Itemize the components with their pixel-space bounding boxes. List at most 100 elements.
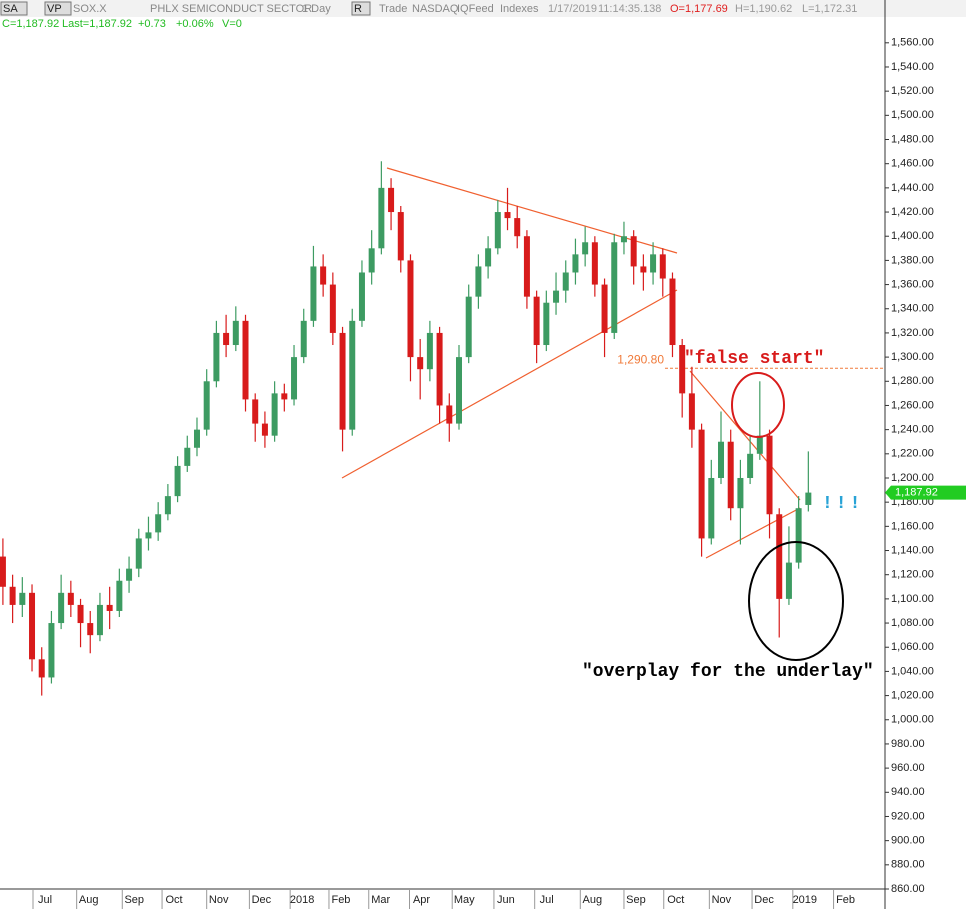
y-tick-label: 1,240.00: [891, 424, 934, 436]
candle-body: [455, 357, 462, 424]
candle-body: [756, 435, 763, 454]
candle-body: [96, 604, 103, 636]
candle-body: [688, 393, 695, 430]
y-tick-label: 940.00: [891, 786, 925, 798]
candle-body: [679, 345, 686, 394]
candle-body: [164, 496, 171, 515]
candle-body: [38, 659, 45, 678]
candle-body: [9, 586, 16, 605]
toolbar-text: NASDAQ: [412, 3, 459, 15]
toolbar-bg: [0, 0, 966, 17]
quote-text: Last=1,187.92: [62, 18, 132, 30]
candle-body: [523, 236, 530, 297]
y-tick-label: 1,480.00: [891, 133, 934, 145]
candle-body: [174, 465, 181, 497]
y-tick-label: 1,560.00: [891, 37, 934, 49]
candle-body: [620, 236, 627, 243]
toolbar-text: Trade: [379, 3, 407, 15]
candle-body: [87, 623, 94, 636]
candle-body: [543, 302, 550, 346]
candle-body: [766, 435, 773, 515]
x-tick-label: Dec: [252, 894, 272, 906]
candle-body: [727, 441, 734, 509]
y-tick-label: 1,160.00: [891, 520, 934, 532]
candle-body: [281, 393, 288, 400]
candle-body: [193, 429, 200, 448]
y-tick-label: 960.00: [891, 762, 925, 774]
candle-body: [737, 477, 744, 509]
candle-body: [320, 266, 327, 285]
x-tick-label: Dec: [754, 894, 774, 906]
trendline: [705, 507, 801, 559]
y-tick-label: 1,100.00: [891, 593, 934, 605]
x-tick-label: Aug: [79, 894, 99, 906]
candle-body: [553, 290, 560, 303]
candle-body: [213, 332, 220, 382]
candle-body: [718, 441, 725, 478]
y-tick-label: 1,280.00: [891, 375, 934, 387]
x-tick-label: 2018: [290, 894, 314, 906]
candle-body: [329, 284, 336, 333]
y-tick-label: 1,300.00: [891, 351, 934, 363]
candle-body: [368, 248, 375, 273]
toolbar-button: [44, 1, 72, 16]
candle-body: [106, 604, 113, 611]
y-tick-label: 860.00: [891, 883, 925, 895]
x-tick-label: Sep: [626, 894, 646, 906]
y-tick-label: 1,020.00: [891, 689, 934, 701]
y-tick-label: 1,380.00: [891, 254, 934, 266]
y-tick-label: 1,200.00: [891, 472, 934, 484]
y-tick-label: 1,340.00: [891, 303, 934, 315]
candle-body: [562, 272, 569, 291]
candle-body: [252, 399, 259, 424]
candle-body: [19, 592, 26, 605]
candle-body: [388, 187, 395, 213]
quote-text: V=0: [222, 18, 242, 30]
candle-body: [48, 623, 55, 678]
toolbar-text: PHLX SEMICONDUCT SECTOR: [150, 3, 312, 15]
y-tick-label: 1,440.00: [891, 182, 934, 194]
x-tick-label: Feb: [836, 894, 855, 906]
y-tick-label: 1,260.00: [891, 399, 934, 411]
annotation: "overplay for the underlay": [582, 662, 874, 682]
candle-body: [135, 538, 142, 569]
last-price-marker: [885, 485, 966, 500]
candle-body: [494, 212, 501, 249]
candle-body: [184, 447, 191, 466]
candle-body: [0, 556, 6, 587]
y-tick-label: 900.00: [891, 835, 925, 847]
candle-body: [116, 580, 123, 611]
candle-body: [378, 187, 385, 249]
y-tick-label: 1,460.00: [891, 158, 934, 170]
candle-body: [339, 332, 346, 430]
quote-text: +0.73: [138, 18, 166, 30]
toolbar-text: R: [354, 3, 362, 15]
trendline: [386, 167, 678, 254]
y-tick-label: 920.00: [891, 810, 925, 822]
candle-body: [29, 592, 36, 660]
y-tick-label: 1,400.00: [891, 230, 934, 242]
candle-body: [223, 332, 230, 346]
candle-body: [591, 242, 598, 285]
x-tick-label: Jul: [540, 894, 554, 906]
x-tick-label: May: [454, 894, 475, 906]
candle-body: [77, 604, 84, 624]
x-tick-label: Apr: [413, 894, 430, 906]
y-tick-label: 1,540.00: [891, 61, 934, 73]
annotation: "false start": [684, 349, 824, 369]
candle-body: [145, 532, 152, 539]
candle-body: [436, 332, 443, 406]
y-tick-label: 1,360.00: [891, 278, 934, 290]
y-tick-label: 980.00: [891, 738, 925, 750]
candle-body: [805, 492, 812, 505]
candle-body: [475, 266, 482, 297]
candle-body: [67, 592, 74, 605]
highlight-circle: [748, 541, 844, 661]
toolbar-text: VP: [47, 3, 62, 15]
candle-body: [659, 254, 666, 279]
candle-body: [785, 562, 792, 599]
candle-body: [446, 405, 453, 424]
candle-body: [504, 212, 511, 219]
